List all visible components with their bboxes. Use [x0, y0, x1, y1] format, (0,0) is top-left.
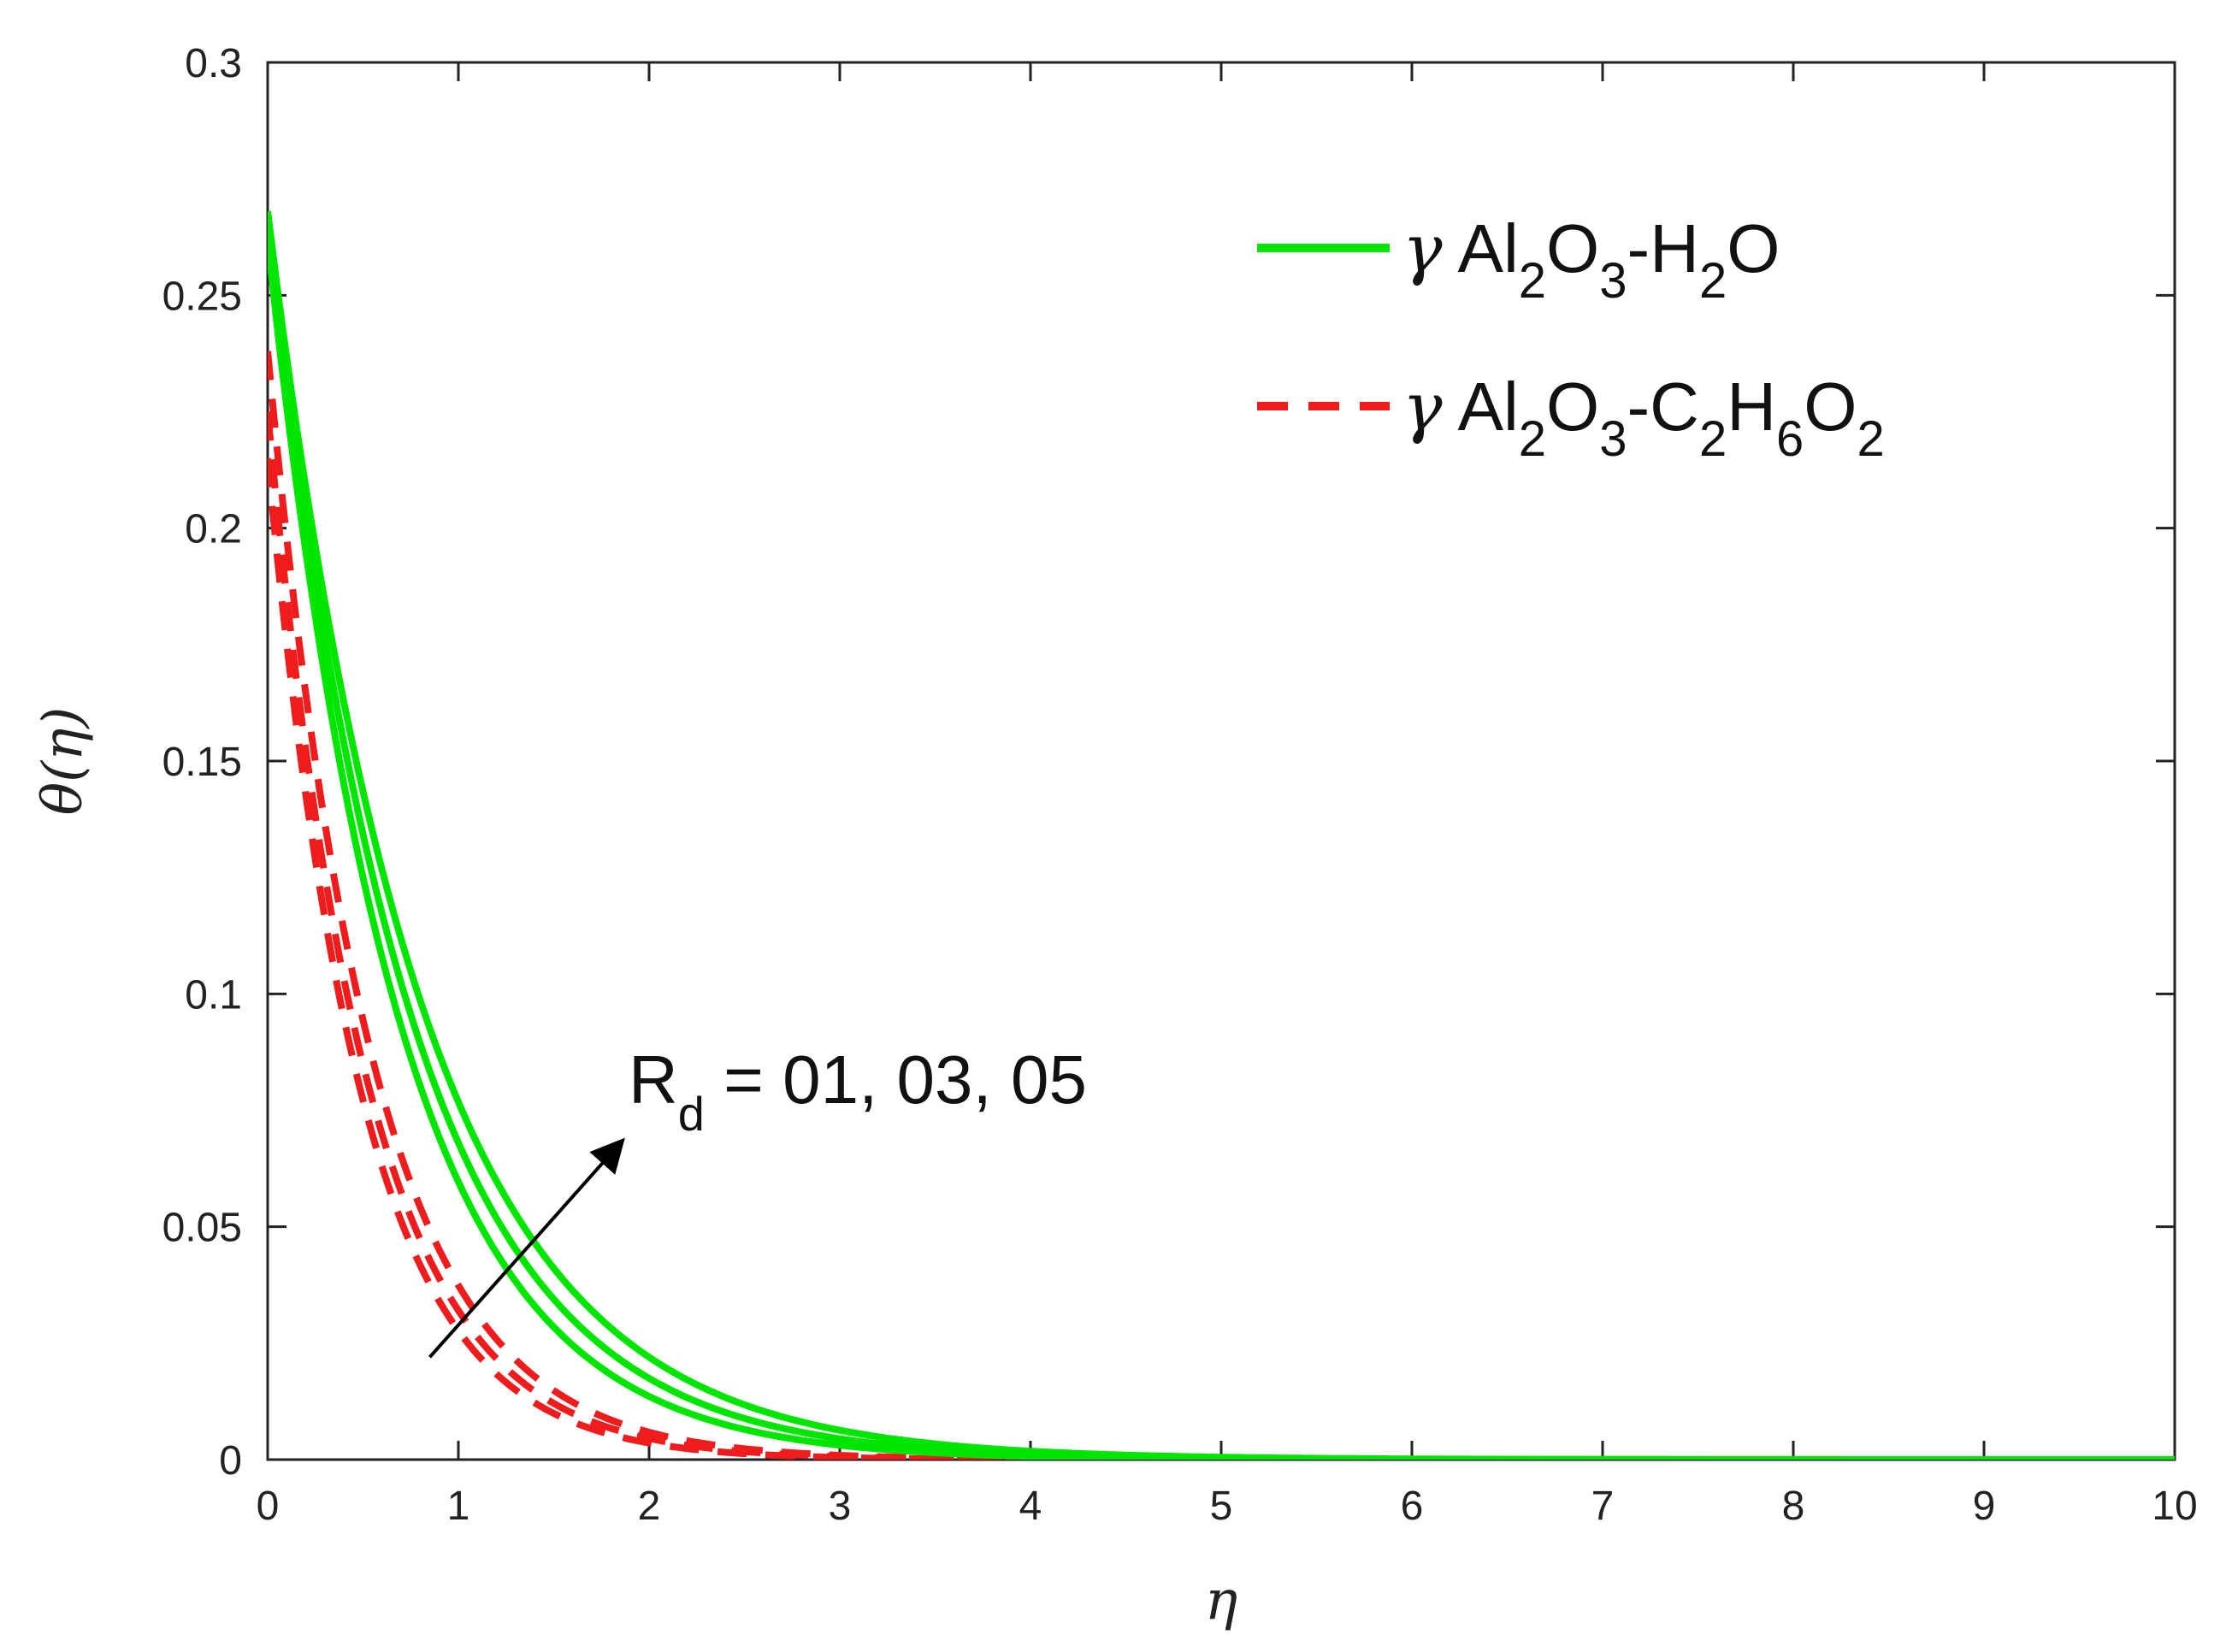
legend-text-part: O: [1804, 369, 1857, 445]
x-tick-label: 0: [257, 1484, 280, 1529]
legend-text-part: O: [1546, 369, 1599, 445]
annotation-values: = 01, 03, 05: [705, 1041, 1087, 1118]
x-tick-label: 8: [1782, 1484, 1805, 1529]
x-tick-label: 3: [829, 1484, 852, 1529]
series-line-3: [268, 210, 2175, 1460]
legend-entry-1: γ Al2O3-H2O: [1402, 210, 1780, 309]
legend-text-part: 2: [1699, 411, 1727, 467]
y-tick-label: 0.1: [185, 972, 242, 1018]
x-tick-label: 4: [1019, 1484, 1042, 1529]
legend-text-part: O: [1727, 210, 1780, 286]
legend-text-part: 3: [1599, 253, 1627, 309]
legend-text-part: H: [1727, 369, 1776, 445]
annotation-main: R: [629, 1041, 678, 1118]
y-axis-label: θ(η): [32, 707, 95, 816]
legend-text-part: 2: [1519, 411, 1546, 467]
series-line-6: [268, 457, 2175, 1460]
x-tick-label: 10: [2152, 1484, 2197, 1529]
legend-text-part: 2: [1699, 253, 1727, 309]
legend-text-part: Al: [1458, 369, 1519, 445]
legend-text-part: 3: [1599, 411, 1627, 467]
axis-ticks: [266, 61, 2176, 1461]
y-tick-label: 0.15: [162, 740, 242, 785]
x-tick-label: 7: [1591, 1484, 1615, 1529]
legend-text-part: 2: [1857, 411, 1885, 467]
legend-text-part: 6: [1776, 411, 1804, 467]
legend-text-part: -H: [1627, 210, 1699, 286]
legend-text-part: γ: [1402, 369, 1443, 446]
y-tick-label: 0.2: [185, 507, 242, 552]
x-tick-label: 6: [1401, 1484, 1424, 1529]
legend-text-part: γ: [1402, 211, 1443, 288]
legend-text-part: O: [1546, 210, 1599, 286]
annotation: Rd = 01, 03, 05: [428, 1041, 1087, 1359]
x-tick-label: 1: [447, 1484, 470, 1529]
legend-text-part: -C: [1627, 369, 1699, 445]
x-tick-label: 5: [1210, 1484, 1233, 1529]
y-tick-label: 0.3: [185, 41, 242, 86]
annotation-label: Rd = 01, 03, 05: [629, 1041, 1087, 1141]
y-tick-label: 0.25: [162, 274, 242, 319]
legend-text-part: Al: [1458, 210, 1519, 286]
y-tick-label: 0: [219, 1438, 242, 1484]
legend-entry-2: γ Al2O3-C2H6O2: [1402, 369, 1885, 467]
annotation-subscript: d: [678, 1087, 705, 1141]
annotation-arrow: [428, 1137, 625, 1359]
y-tick-label: 0.05: [162, 1206, 242, 1251]
plot-area: [266, 61, 2176, 1461]
series-lines: [268, 210, 2175, 1460]
x-tick-label: 9: [1973, 1484, 1996, 1529]
legend-text-part: 2: [1519, 253, 1546, 309]
x-axis-label: η: [1205, 1569, 1237, 1632]
x-tick-label: 2: [638, 1484, 661, 1529]
